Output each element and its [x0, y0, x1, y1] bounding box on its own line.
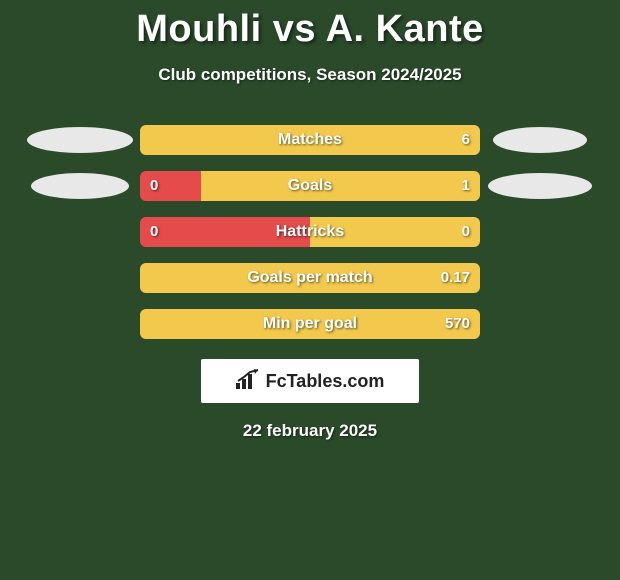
brand-label: FcTables.com [266, 371, 385, 392]
stats-container: Matches60Goals10Hattricks0Goals per matc… [0, 125, 620, 339]
stat-right-value: 0.17 [441, 263, 470, 293]
stat-right-value: 0 [462, 217, 470, 247]
stat-row: 0Hattricks0 [0, 217, 620, 247]
stat-label: Matches [140, 125, 480, 155]
stat-bar: 0Hattricks0 [140, 217, 480, 247]
stat-label: Goals [140, 171, 480, 201]
right-side [480, 127, 600, 153]
right-side [480, 173, 600, 199]
left-side [20, 127, 140, 153]
stat-label: Goals per match [140, 263, 480, 293]
right-ellipse-icon [493, 127, 587, 153]
stat-row: 0Goals1 [0, 171, 620, 201]
brand-box: FcTables.com [201, 359, 419, 403]
stat-bar: Min per goal570 [140, 309, 480, 339]
stat-row: Goals per match0.17 [0, 263, 620, 293]
left-side [20, 173, 140, 199]
stat-right-value: 1 [462, 171, 470, 201]
stat-label: Min per goal [140, 309, 480, 339]
left-ellipse-icon [31, 173, 129, 199]
stat-label: Hattricks [140, 217, 480, 247]
left-ellipse-icon [27, 127, 133, 153]
subtitle: Club competitions, Season 2024/2025 [0, 65, 620, 85]
stat-left-value: 0 [150, 217, 158, 247]
stat-row: Matches6 [0, 125, 620, 155]
stat-bar: Goals per match0.17 [140, 263, 480, 293]
stat-right-value: 6 [462, 125, 470, 155]
stat-row: Min per goal570 [0, 309, 620, 339]
right-ellipse-icon [488, 173, 592, 199]
date-label: 22 february 2025 [0, 421, 620, 441]
stat-bar: Matches6 [140, 125, 480, 155]
stat-bar: 0Goals1 [140, 171, 480, 201]
stat-left-value: 0 [150, 171, 158, 201]
page-title: Mouhli vs A. Kante [0, 0, 620, 51]
stat-right-value: 570 [445, 309, 470, 339]
brand-chart-icon [236, 369, 260, 394]
